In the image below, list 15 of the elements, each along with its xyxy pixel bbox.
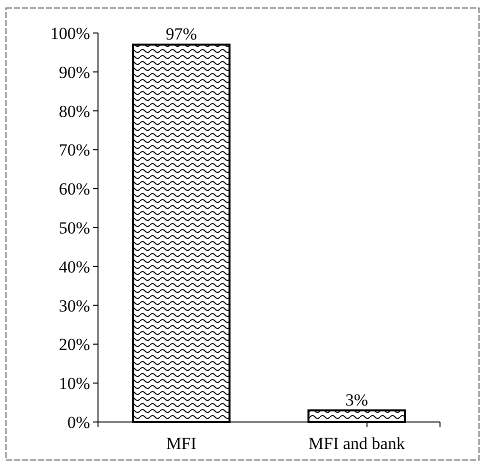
y-tick-label: 50% [58, 218, 90, 238]
x-tick-label: MFI and bank [308, 434, 406, 453]
y-tick-label: 60% [58, 180, 90, 199]
y-tick-label: 40% [58, 257, 90, 276]
data-label: 3% [345, 390, 368, 410]
y-tick-label: 30% [58, 296, 90, 316]
y-tick-label: 90% [58, 62, 90, 82]
y-tick-label: 70% [58, 140, 90, 160]
y-tick-label: 10% [58, 374, 90, 394]
x-tick-label: MFI [166, 434, 197, 453]
y-tick-label: 20% [58, 335, 90, 354]
y-tick-label: 100% [50, 24, 90, 43]
y-tick-label: 0% [67, 412, 90, 432]
data-label: 97% [166, 24, 197, 44]
y-tick-label: 80% [58, 102, 90, 121]
